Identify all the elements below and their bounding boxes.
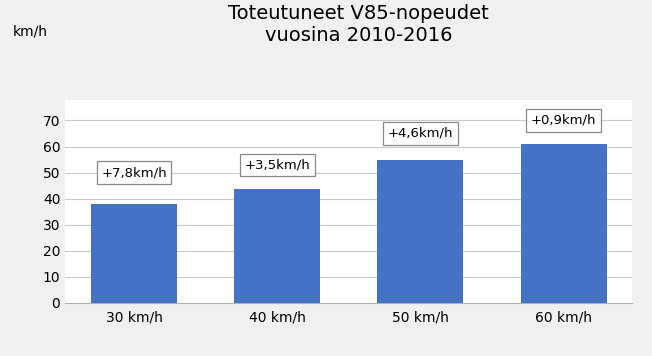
Text: +3,5km/h: +3,5km/h [244, 158, 310, 171]
Text: Toteutuneet V85-nopeudet
vuosina 2010-2016: Toteutuneet V85-nopeudet vuosina 2010-20… [228, 4, 489, 45]
Bar [521, 144, 606, 303]
Text: km/h: km/h [13, 25, 48, 39]
Text: +7,8km/h: +7,8km/h [101, 166, 167, 179]
Text: +0,9km/h: +0,9km/h [531, 114, 597, 127]
Bar [378, 159, 464, 303]
Text: +4,6km/h: +4,6km/h [388, 127, 453, 140]
Bar [91, 204, 177, 303]
Bar [234, 189, 320, 303]
